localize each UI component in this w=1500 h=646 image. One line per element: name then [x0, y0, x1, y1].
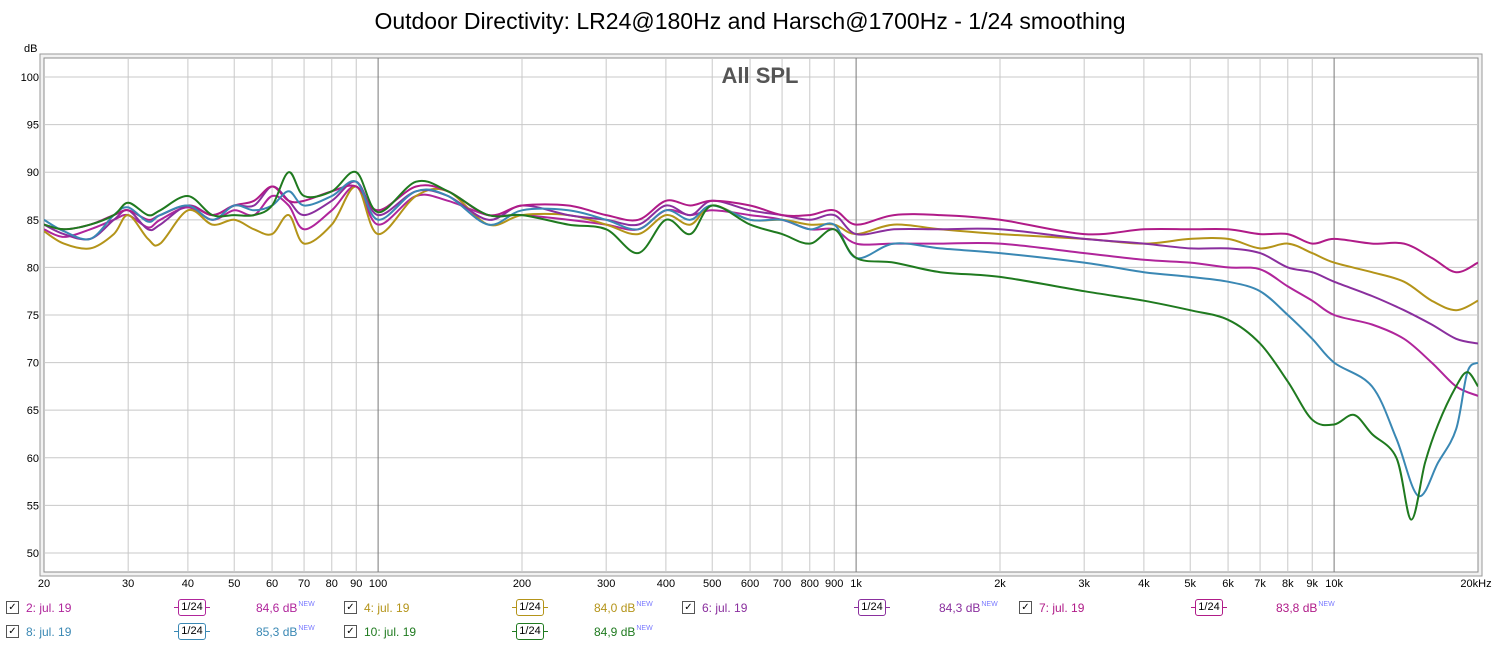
smoothing-label: 1/24 — [178, 599, 206, 616]
checkbox[interactable]: ✓ — [344, 601, 357, 614]
y-tick-label: 95 — [27, 120, 39, 132]
chart-title: Outdoor Directivity: LR24@180Hz and Hars… — [374, 8, 1126, 34]
x-tick-label: 6k — [1222, 578, 1234, 590]
y-tick-label: 70 — [27, 358, 39, 370]
y-tick-label: 50 — [27, 548, 39, 560]
y-tick-label: 65 — [27, 405, 39, 417]
smoothing-button[interactable]: 1/24 — [174, 623, 210, 640]
smoothing-button[interactable]: 1/24 — [512, 623, 548, 640]
smoothing-label: 1/24 — [178, 623, 206, 640]
x-tick-label: 7k — [1254, 578, 1266, 590]
series-line — [44, 180, 1478, 498]
x-tick-label: 20kHz — [1460, 578, 1491, 590]
x-tick-label: 600 — [741, 578, 759, 590]
x-tick-label: 8k — [1282, 578, 1294, 590]
x-tick-label: 90 — [350, 578, 362, 590]
series-line — [44, 170, 1478, 521]
y-tick-label: 75 — [27, 310, 39, 322]
legend-series-name: 7: jul. 19 — [1039, 601, 1085, 615]
x-tick-label: 100 — [369, 578, 387, 590]
x-tick-label: 400 — [657, 578, 675, 590]
y-tick-label: 80 — [27, 262, 39, 274]
new-badge: NEW — [981, 601, 998, 608]
checkbox[interactable]: ✓ — [1019, 601, 1032, 614]
y-tick-label: 60 — [27, 453, 39, 465]
series-line — [44, 185, 1478, 312]
smoothing-button[interactable]: 1/24 — [512, 599, 548, 616]
smoothing-label: 1/24 — [516, 623, 544, 640]
checkbox[interactable]: ✓ — [6, 625, 19, 638]
x-tick-label: 70 — [298, 578, 310, 590]
x-tick-label: 700 — [773, 578, 791, 590]
new-badge: NEW — [1318, 601, 1335, 608]
x-tick-label: 800 — [801, 578, 819, 590]
x-tick-label: 30 — [122, 578, 134, 590]
x-tick-label: 50 — [228, 578, 240, 590]
legend-level: 84,3 dBNEW — [939, 601, 998, 615]
x-tick-label: 2k — [994, 578, 1006, 590]
smoothing-button[interactable]: 1/24 — [854, 599, 890, 616]
x-tick-label: 4k — [1138, 578, 1150, 590]
legend-series-name: 2: jul. 19 — [26, 601, 72, 615]
new-badge: NEW — [636, 601, 653, 608]
x-tick-label: 40 — [182, 578, 194, 590]
x-tick-label: 10k — [1325, 578, 1343, 590]
x-tick-label: 20 — [38, 578, 50, 590]
checkbox[interactable]: ✓ — [682, 601, 695, 614]
x-tick-label: 3k — [1078, 578, 1090, 590]
checkbox[interactable]: ✓ — [344, 625, 357, 638]
chart-subtitle: All SPL — [721, 63, 798, 88]
new-badge: NEW — [298, 625, 315, 632]
smoothing-label: 1/24 — [516, 599, 544, 616]
legend-level: 84,6 dBNEW — [256, 601, 315, 615]
legend-level: 85,3 dBNEW — [256, 625, 315, 639]
legend-series-name: 6: jul. 19 — [702, 601, 748, 615]
new-badge: NEW — [298, 601, 315, 608]
checkbox[interactable]: ✓ — [6, 601, 19, 614]
x-tick-label: 60 — [266, 578, 278, 590]
y-axis-label: dB — [24, 43, 37, 55]
x-tick-label: 5k — [1184, 578, 1196, 590]
y-tick-label: 90 — [27, 167, 39, 179]
legend-series-name: 8: jul. 19 — [26, 625, 72, 639]
x-tick-label: 900 — [825, 578, 843, 590]
smoothing-label: 1/24 — [1195, 599, 1223, 616]
x-tick-label: 80 — [326, 578, 338, 590]
y-tick-label: 55 — [27, 500, 39, 512]
x-tick-label: 500 — [703, 578, 721, 590]
smoothing-label: 1/24 — [858, 599, 886, 616]
x-tick-label: 9k — [1306, 578, 1318, 590]
spl-chart: 100 95 90 85 80 75 70 65 60 55 50 20 30 40 50 60 70 80 90 1… — [21, 43, 1492, 590]
legend-series-name: 4: jul. 19 — [364, 601, 410, 615]
y-tick-label: 100 — [21, 72, 39, 84]
x-tick-label: 1k — [850, 578, 862, 590]
legend: ✓ 2: jul. 19 1/24 84,6 dBNEW ✓ 4: jul. 1… — [0, 596, 1500, 646]
x-tick-label: 300 — [597, 578, 615, 590]
smoothing-button[interactable]: 1/24 — [174, 599, 210, 616]
x-tick-label: 200 — [513, 578, 531, 590]
legend-level: 83,8 dBNEW — [1276, 601, 1335, 615]
smoothing-button[interactable]: 1/24 — [1191, 599, 1227, 616]
legend-level: 84,9 dBNEW — [594, 625, 653, 639]
y-tick-label: 85 — [27, 215, 39, 227]
legend-level: 84,0 dBNEW — [594, 601, 653, 615]
new-badge: NEW — [636, 625, 653, 632]
legend-series-name: 10: jul. 19 — [364, 625, 417, 639]
